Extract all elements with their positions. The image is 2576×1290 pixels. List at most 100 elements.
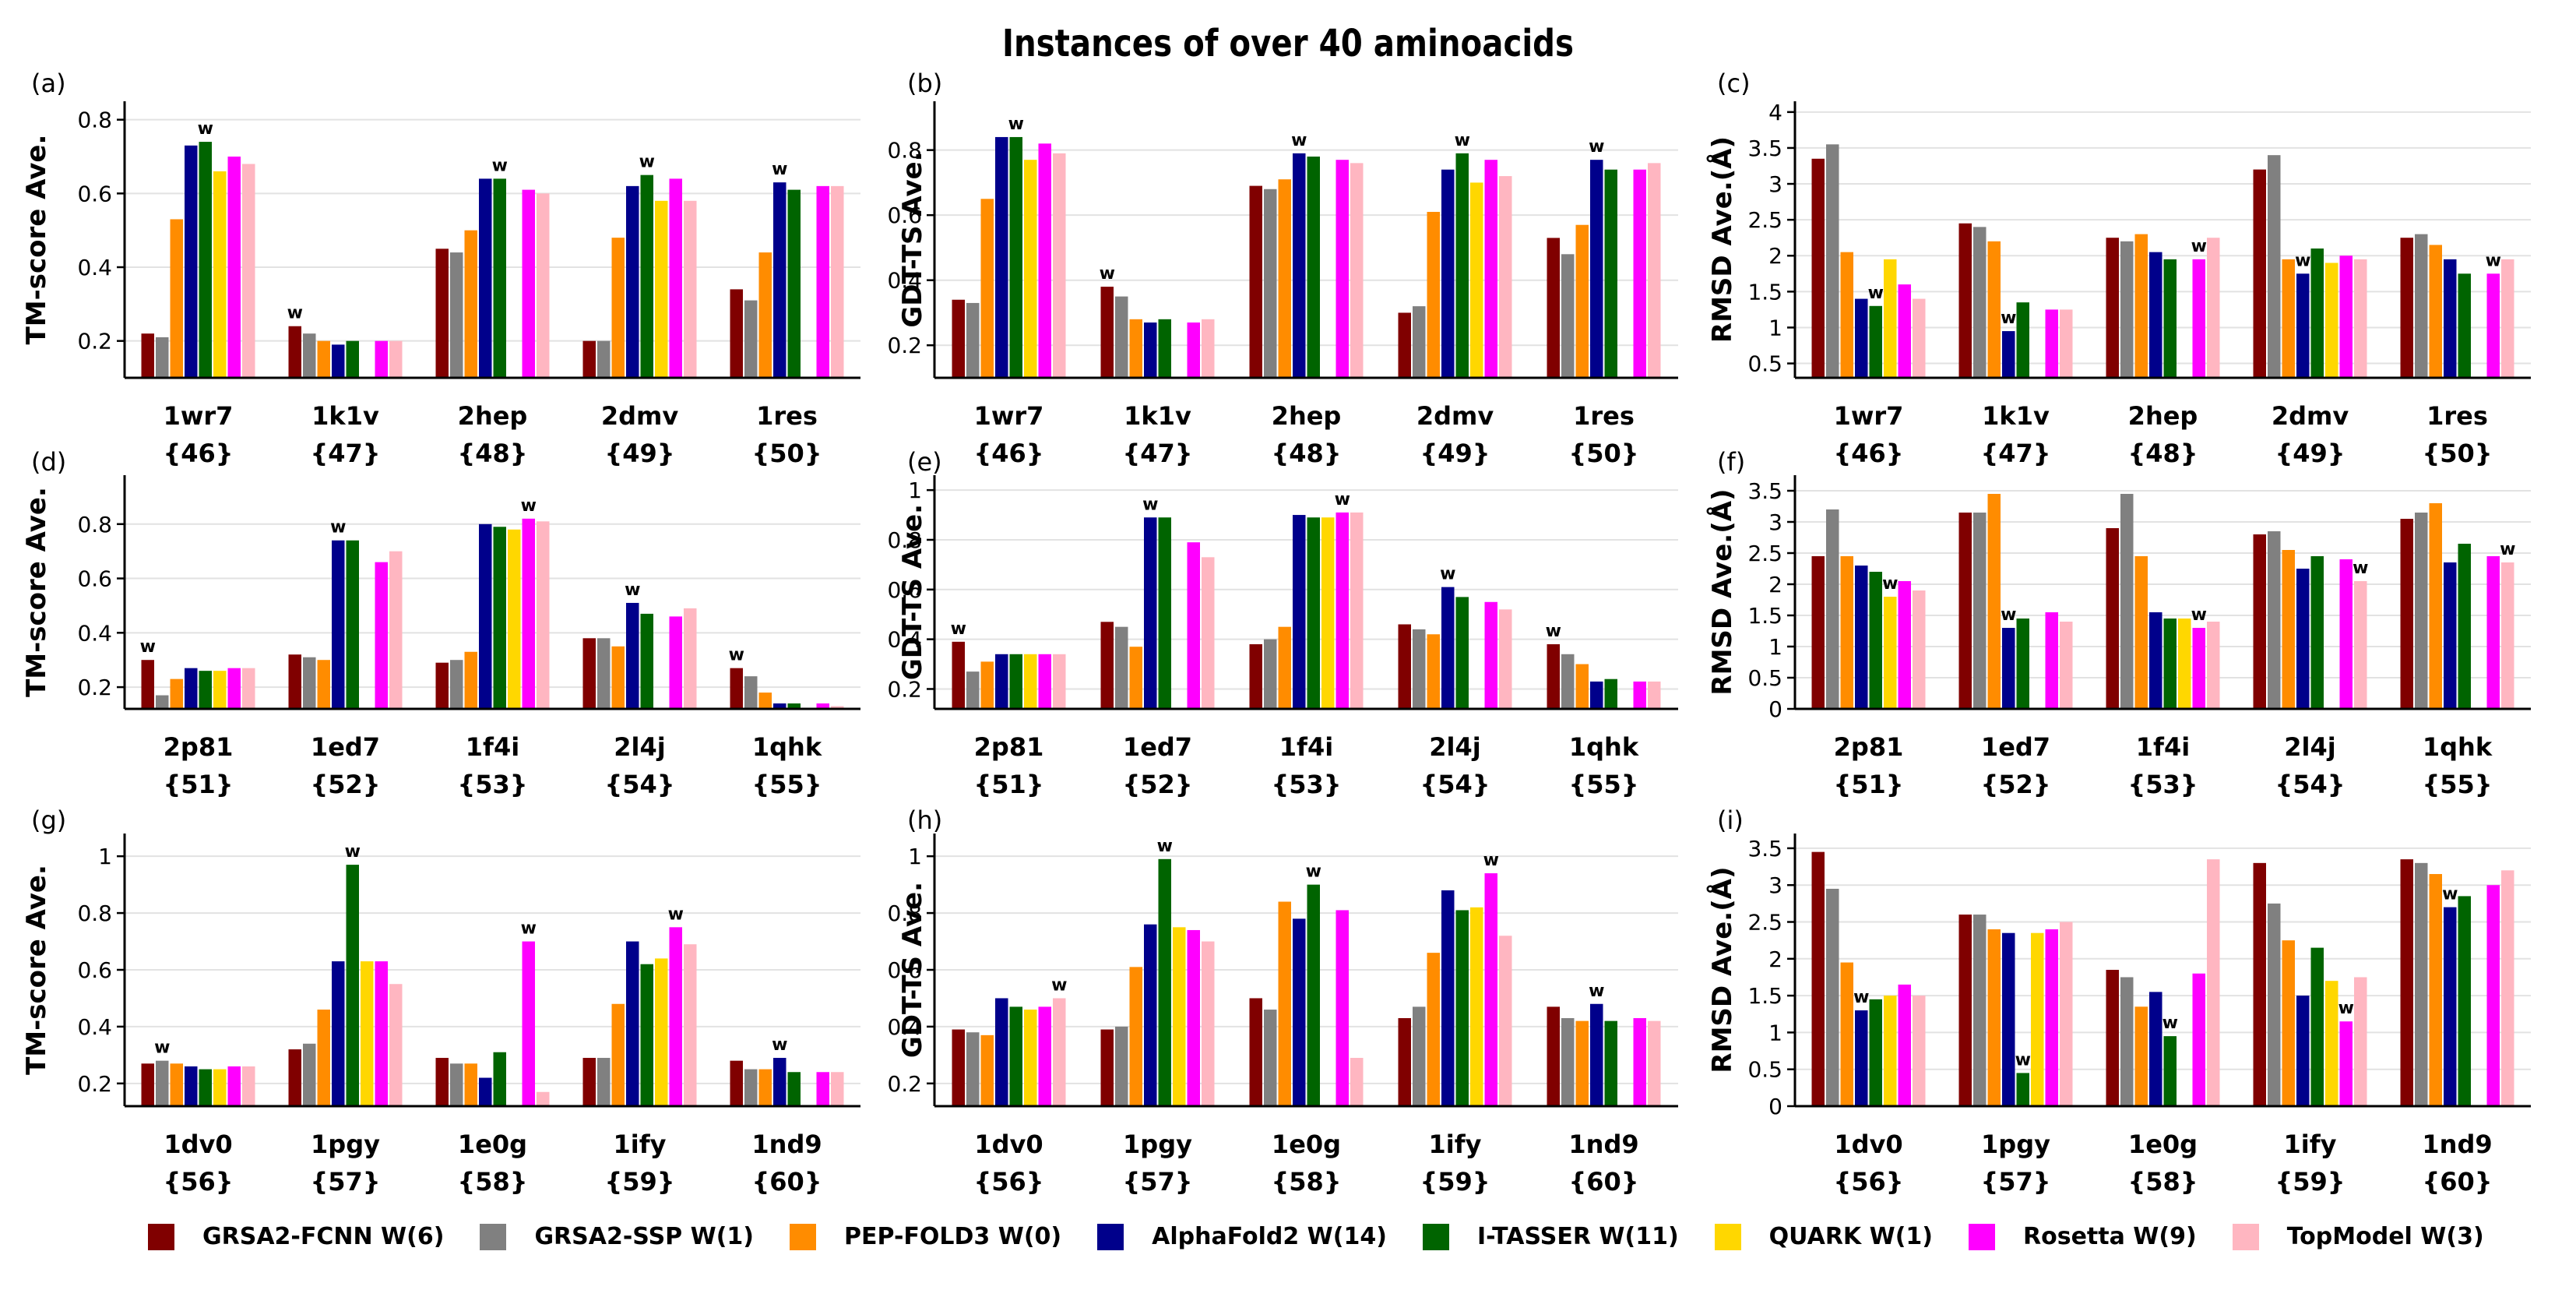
panel-label: (c) — [1717, 69, 1751, 98]
y-tick-label: 0.4 — [887, 627, 922, 653]
y-tick-label: 0.8 — [887, 138, 922, 164]
bar — [1648, 163, 1661, 378]
bar — [1173, 927, 1186, 1106]
legend-item: GRSA2-SSP W(1) — [480, 1223, 754, 1250]
bar — [537, 521, 550, 709]
y-tick-label: 3 — [1768, 171, 1782, 197]
bar — [1455, 153, 1469, 378]
bar — [1840, 962, 1853, 1106]
category-label: 1nd9 — [751, 1130, 822, 1159]
y-axis-label: RMSD Ave.(Å) — [1706, 866, 1738, 1073]
winner-mark: w — [140, 637, 156, 657]
y-axis-label: TM-score Ave. — [21, 487, 52, 697]
bar — [2444, 562, 2457, 709]
bar — [1604, 678, 1617, 709]
category-label: 1dv0 — [974, 1130, 1043, 1159]
bar — [1604, 1020, 1617, 1106]
category-label: 1ify — [613, 1130, 666, 1159]
winner-mark: w — [2191, 237, 2207, 256]
bar — [1884, 259, 1897, 378]
bar — [1264, 1010, 1277, 1106]
bar — [242, 1066, 255, 1106]
bar — [170, 219, 183, 378]
y-tick-label: 3.5 — [1747, 478, 1782, 504]
category-id-label: {58} — [2127, 1167, 2198, 1197]
chart-panel-f: 0 0.5 1 1.5 2 2.5 3 3.5 w 2p81 {51} w 1ed7 {52} w 1f4i {… — [1706, 447, 2531, 799]
bar — [2415, 513, 2428, 709]
y-tick-label: 0.6 — [887, 203, 922, 228]
bar — [2415, 234, 2428, 378]
bar — [2253, 534, 2266, 709]
bar — [2134, 234, 2148, 378]
bar — [640, 613, 653, 709]
bar — [450, 252, 463, 378]
bar — [450, 660, 463, 709]
winner-mark: w — [1051, 975, 1067, 995]
category-label: 1e0g — [458, 1130, 527, 1159]
bar — [1840, 556, 1853, 709]
bar — [2486, 273, 2500, 378]
bar — [1441, 890, 1455, 1106]
category-id-label: {55} — [751, 770, 822, 799]
bar — [1187, 322, 1200, 378]
bar — [611, 238, 625, 378]
category-id-label: {49} — [2275, 439, 2345, 468]
bar — [831, 185, 844, 378]
category-label: 2l4j — [614, 732, 665, 762]
bar — [464, 1063, 477, 1106]
category-label: 2dmv — [601, 401, 679, 431]
bar — [1202, 319, 1215, 378]
winner-mark: w — [1589, 137, 1604, 157]
legend-label: QUARK W(1) — [1768, 1223, 1934, 1250]
category-label: 1pgy — [1981, 1130, 2050, 1159]
winner-mark: w — [2015, 1050, 2031, 1070]
bar — [375, 340, 388, 378]
bar — [1869, 999, 1882, 1106]
bar — [582, 340, 596, 378]
category-id-label: {56} — [1833, 1167, 1903, 1197]
category-label: 2dmv — [1416, 401, 1494, 431]
bar — [1321, 517, 1335, 709]
bar — [1278, 626, 1291, 709]
legend-label: GRSA2-FCNN W(6) — [202, 1223, 445, 1250]
bar — [1826, 888, 1839, 1106]
bar — [1129, 319, 1142, 378]
category-id-label: {47} — [1122, 439, 1192, 468]
category-id-label: {46} — [163, 439, 233, 468]
winner-mark: w — [154, 1038, 170, 1058]
bar — [730, 1060, 743, 1106]
bar — [2106, 528, 2119, 709]
chart-panel-g: 0.2 0.4 0.6 0.8 1 w 1dv0 {56} w 1pgy {57} w 1e0g {58}… — [21, 805, 860, 1197]
bar — [2163, 619, 2177, 709]
bar — [2192, 973, 2205, 1106]
bar — [2400, 519, 2413, 709]
legend-label: I-TASSER W(11) — [1476, 1223, 1679, 1250]
bar — [1427, 212, 1440, 378]
y-tick-label: 0.4 — [887, 268, 922, 294]
y-tick-label: 0.6 — [77, 566, 112, 592]
y-tick-label: 0.2 — [77, 329, 112, 354]
winner-mark: w — [729, 646, 744, 665]
y-axis-label: GDT-TS Ave. — [897, 882, 928, 1058]
y-tick-label: 2.5 — [1747, 207, 1782, 233]
y-tick-label: 1.5 — [1747, 603, 1782, 629]
winner-mark: w — [1455, 131, 1470, 150]
winner-mark: w — [492, 156, 508, 175]
bar — [2060, 922, 2073, 1106]
bar — [730, 668, 743, 709]
bar — [816, 185, 829, 378]
category-label: 2p81 — [974, 732, 1044, 762]
bar — [995, 654, 1008, 709]
bar — [1855, 566, 1868, 709]
legend-label: AlphaFold2 W(14) — [1152, 1223, 1387, 1250]
bar — [1024, 160, 1037, 379]
bar — [1144, 924, 1157, 1106]
category-label: 1wr7 — [974, 401, 1044, 431]
winner-mark: w — [287, 304, 303, 323]
category-id-label: {58} — [1271, 1167, 1341, 1197]
bar — [1264, 639, 1277, 709]
winner-mark: w — [668, 904, 684, 924]
bar — [2207, 238, 2220, 378]
bar — [435, 1058, 449, 1106]
bar — [1633, 1017, 1646, 1106]
